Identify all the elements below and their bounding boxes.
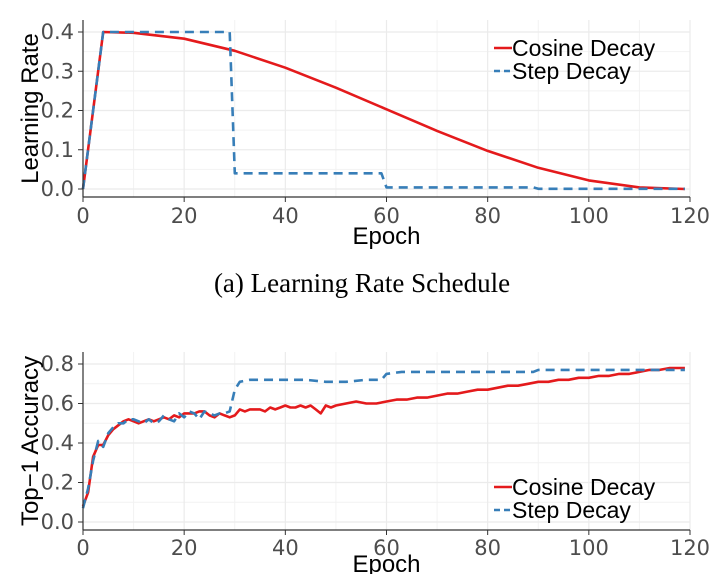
top-series	[81, 30, 685, 191]
top-series-cosine-decay	[81, 30, 685, 191]
bottom-x-tick-label: 60	[373, 536, 400, 560]
top-x-tick-label: 40	[272, 204, 299, 228]
bottom-y-tick-label: 0.2	[41, 471, 74, 495]
bottom-legend-label-cosine-decay: Cosine Decay	[512, 474, 656, 500]
top-x-axis-title: Epoch	[352, 223, 420, 250]
bottom-x-tick-label: 80	[474, 536, 501, 560]
top-x-tick-label: 60	[373, 204, 400, 228]
accuracy-chart: 0 20 40 60 80 100 120 0.0 0.2 0.4 0.6 0.8 Epoch Top…	[17, 352, 710, 574]
bottom-series-step-decay	[81, 368, 685, 509]
bottom-x-tick-label: 40	[272, 536, 299, 560]
top-series-step-decay	[81, 30, 685, 191]
bottom-y-axis-title: Top−1 Accuracy	[17, 356, 44, 526]
bottom-x-tick-label: 120	[670, 536, 710, 560]
top-legend-label-step-decay: Step Decay	[512, 58, 631, 84]
top-x-tick-label: 20	[171, 204, 198, 228]
top-chart-caption: (a) Learning Rate Schedule	[214, 268, 510, 298]
top-tick-labels: 0 20 40 60 80 100 120 0.0 0.1 0.2 0.3 0.4	[41, 20, 710, 228]
bottom-x-axis-title: Epoch	[352, 551, 420, 574]
top-y-tick-label: 0.0	[41, 177, 74, 201]
top-x-tick-label: 80	[474, 204, 501, 228]
top-y-tick-label: 0.1	[41, 138, 74, 162]
bottom-y-tick-label: 0.6	[41, 392, 74, 416]
bottom-y-tick-label: 0.8	[41, 352, 74, 376]
bottom-x-tick-label: 0	[76, 536, 89, 560]
top-x-tick-label: 0	[76, 204, 89, 228]
top-y-tick-label: 0.3	[41, 59, 74, 83]
top-x-tick-label: 100	[569, 204, 609, 228]
top-y-axis-title: Learning Rate	[17, 33, 44, 184]
learning-rate-chart: 0 20 40 60 80 100 120 0.0 0.1 0.2 0.3 0.4 Epoch Lea…	[17, 20, 710, 250]
bottom-tick-labels: 0 20 40 60 80 100 120 0.0 0.2 0.4 0.6 0.8	[41, 352, 710, 560]
bottom-legend-label-step-decay: Step Decay	[512, 497, 631, 523]
bottom-y-tick-label: 0.0	[41, 510, 74, 534]
bottom-x-tick-label: 100	[569, 536, 609, 560]
top-legend-label-cosine-decay: Cosine Decay	[512, 35, 656, 61]
bottom-y-tick-label: 0.4	[41, 431, 74, 455]
bottom-x-tick-label: 20	[171, 536, 198, 560]
top-y-tick-label: 0.2	[41, 99, 74, 123]
top-y-tick-label: 0.4	[41, 20, 74, 44]
bottom-series-cosine-decay	[81, 366, 685, 507]
top-x-tick-label: 120	[670, 204, 710, 228]
bottom-series	[81, 366, 685, 509]
